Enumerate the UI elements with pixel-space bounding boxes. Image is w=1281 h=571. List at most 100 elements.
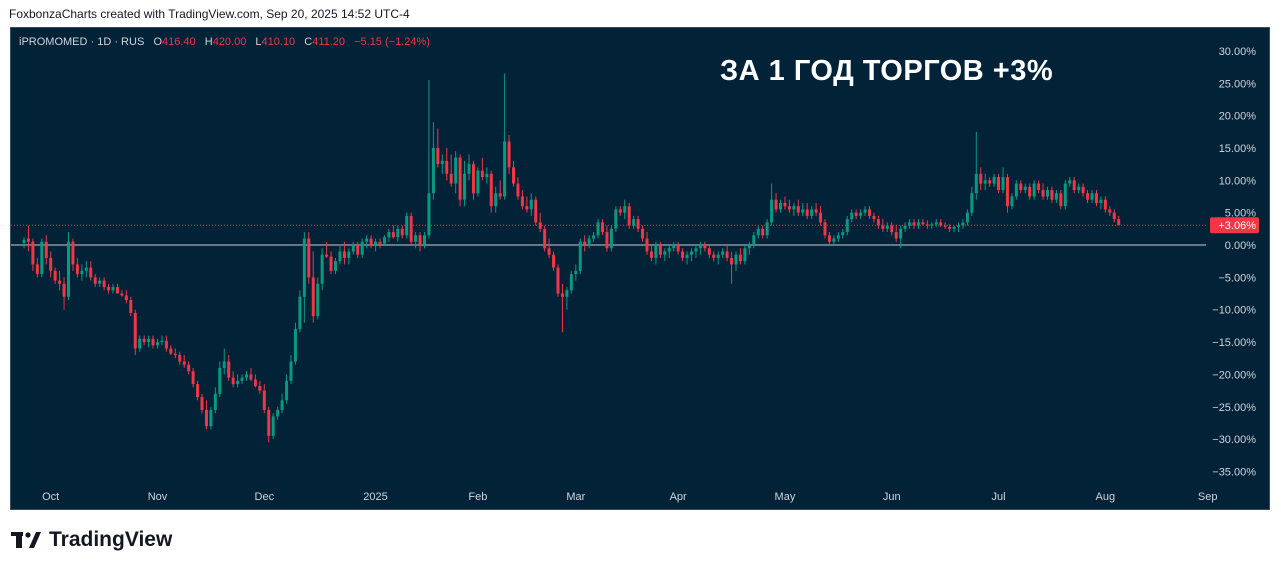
tradingview-logo[interactable]: TradingView [11,528,172,552]
candle [213,387,217,414]
candle [943,222,947,229]
candle-body [476,170,480,194]
candle [22,237,26,249]
candle-body [253,379,257,387]
candle [1086,190,1090,203]
candle [605,225,609,252]
candle-body [35,264,39,275]
candlestick-chart[interactable]: 30.00% 25.00% 20.00% 15.00% 10.00% 5.00% 0.00%… [11,28,1269,509]
chart-panel[interactable]: 30.00% 25.00% 20.00% 15.00% 10.00% 5.00% 0.00%… [10,27,1270,510]
candle [178,351,182,365]
candle [890,222,894,236]
candle-body [240,377,244,381]
candle [1046,186,1049,200]
candle [35,257,39,278]
candle [823,219,827,239]
candle [1041,183,1045,200]
candle [649,245,653,262]
candle-body [939,222,943,226]
candle [525,196,529,213]
candle-body [262,390,266,410]
candle-body [1090,193,1094,200]
candle-body [943,225,947,227]
candle [400,225,404,239]
legend-low-label: L [255,36,262,48]
candle-body [636,219,640,229]
candle [164,335,168,352]
candle-body [525,206,529,210]
candle-body [458,157,462,200]
candle-body [26,238,30,242]
candle-body [485,173,489,178]
y-tick-label: 15.00% [1219,143,1257,155]
candle [253,374,257,388]
candle-body [921,222,925,225]
candle [463,160,467,207]
candle-body [747,245,751,249]
candle-body [285,380,289,401]
candle-body [249,374,253,380]
candle-body [53,270,57,281]
candle [62,277,66,310]
candle [431,122,435,200]
candle [881,219,885,233]
candle-body [543,228,547,249]
candle-body [538,222,542,229]
candle-body [819,212,823,223]
candle-body [418,235,422,245]
candle [160,335,164,346]
x-tick-label: Apr [670,491,687,503]
candle [1019,180,1023,194]
candle [783,196,787,210]
candle [458,154,462,207]
candle [560,283,564,333]
candle [885,222,889,233]
candle-body [1077,186,1081,191]
candle [209,406,213,430]
candle-body [1046,190,1049,197]
candle [169,345,173,355]
candle-body [979,173,983,184]
candle-body [147,338,151,343]
candle-body [204,409,208,427]
candle-body [160,340,164,343]
x-tick-label: Feb [468,491,487,503]
candle-body [71,241,75,265]
candle-body [1108,209,1112,213]
candle-body [22,239,26,244]
candle-body [302,238,306,297]
candle [289,354,293,385]
candle-body [138,338,142,349]
tradingview-logo-icon [11,532,41,548]
candle [445,147,449,181]
candle-body [934,222,938,225]
candle-body [823,222,827,236]
candle [859,209,863,220]
candle-body [1023,186,1027,191]
candle [899,225,903,249]
candle-body [178,354,182,362]
candle-body [899,228,903,239]
candle [872,212,876,223]
candle-body [881,225,885,229]
candle [672,241,676,252]
x-tick-label: Nov [148,491,168,503]
candle-body [730,257,734,265]
candle-body [289,361,293,381]
candle [311,251,315,323]
legend-close-value: 411.20 [312,36,346,48]
candle [338,245,342,265]
candle-body [209,409,213,427]
legend-open-label: O [153,36,163,48]
candle-body [298,296,302,330]
candle-body [863,209,867,213]
candle-body [663,251,667,255]
candle [534,196,538,226]
candle-body [489,173,493,207]
candle [1077,183,1081,194]
candle-body [783,202,787,207]
candle-body [329,256,333,271]
candle [396,225,400,242]
candle [569,270,573,294]
candle-body [191,371,195,385]
